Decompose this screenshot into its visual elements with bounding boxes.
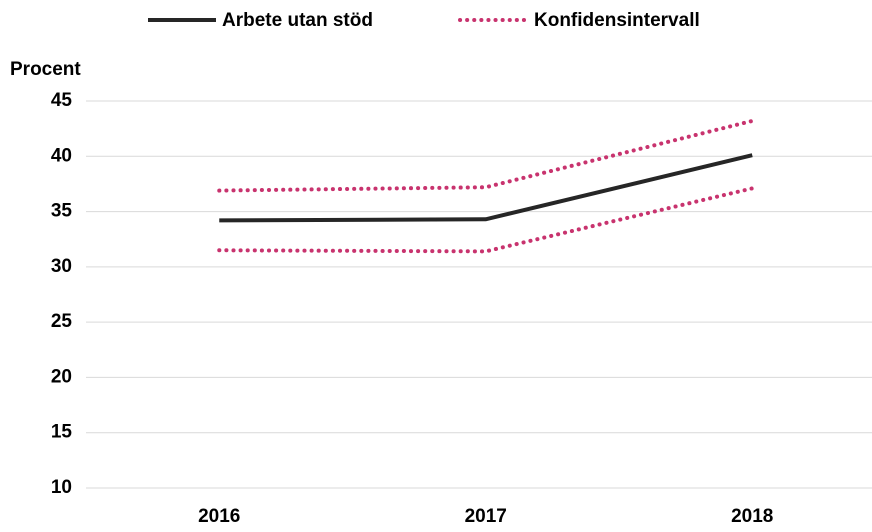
line-lower (217, 186, 755, 254)
y-tick-label: 15 (51, 422, 73, 443)
x-tick-label: 2018 (731, 506, 773, 527)
y-tick-label: 10 (51, 477, 72, 498)
line-values (219, 153, 753, 223)
x-tick-label: 2017 (465, 506, 507, 527)
line-upper (217, 118, 755, 193)
legend-label: Konfidensintervall (534, 10, 700, 31)
y-axis-label: Procent (10, 59, 81, 80)
y-tick-label: 45 (51, 90, 73, 111)
y-tick-label: 25 (51, 311, 73, 332)
y-tick-label: 30 (51, 256, 72, 277)
y-tick-label: 35 (51, 201, 73, 222)
y-tick-label: 20 (51, 366, 72, 387)
legend-label: Arbete utan stöd (222, 10, 373, 31)
y-tick-label: 40 (51, 145, 72, 166)
x-tick-label: 2016 (198, 506, 240, 527)
